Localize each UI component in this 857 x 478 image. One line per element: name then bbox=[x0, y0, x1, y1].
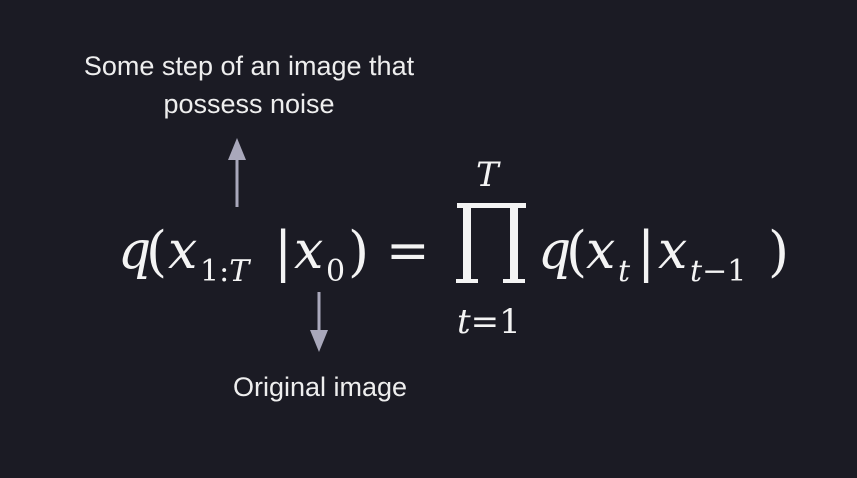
lhs-x0: x bbox=[294, 221, 323, 281]
lhs-subscript-zero: 0 bbox=[326, 254, 345, 289]
lhs-open-paren: ( bbox=[146, 220, 167, 283]
rhs-xt: x bbox=[586, 221, 615, 281]
rhs-close-paren: ) bbox=[768, 220, 789, 283]
annotation-noisy-step-line2: possess noise bbox=[163, 89, 335, 119]
annotation-original-image: Original image bbox=[232, 372, 408, 402]
lhs-subscript-one-colon: 1: bbox=[200, 254, 229, 289]
lhs-conditional-bar: | bbox=[274, 220, 292, 283]
product-upper-limit: T bbox=[476, 155, 501, 195]
lhs-x: x bbox=[168, 221, 197, 281]
rhs-subscript-minus-one: −1 bbox=[702, 254, 746, 289]
arrow-down-icon bbox=[310, 292, 328, 352]
arrow-up-icon bbox=[228, 138, 246, 207]
annotation-noisy-step: Some step of an image that possess noise bbox=[40, 47, 458, 123]
rhs-subscript-t: t bbox=[618, 254, 631, 289]
lhs-close-paren: ) bbox=[348, 220, 369, 283]
lhs-q: q bbox=[118, 221, 151, 281]
equals-sign: = bbox=[386, 221, 430, 281]
annotation-noisy-step-line1: Some step of an image that bbox=[83, 51, 415, 81]
lhs-subscript-t: T bbox=[229, 254, 251, 289]
product-lower-index: t bbox=[457, 302, 471, 342]
lhs-subscript-range: 1:T bbox=[200, 254, 251, 289]
rhs-subscript-t-letter: t bbox=[690, 254, 703, 289]
rhs-conditional-bar: | bbox=[637, 220, 655, 283]
product-symbol bbox=[456, 203, 526, 283]
product-lower-start: =1 bbox=[471, 302, 521, 342]
rhs-open-paren: ( bbox=[566, 220, 587, 283]
rhs-q: q bbox=[538, 221, 571, 281]
product-lower-limit: t=1 bbox=[457, 302, 521, 342]
rhs-xt1: x bbox=[658, 221, 687, 281]
rhs-subscript-t-minus-1: t−1 bbox=[690, 254, 746, 289]
